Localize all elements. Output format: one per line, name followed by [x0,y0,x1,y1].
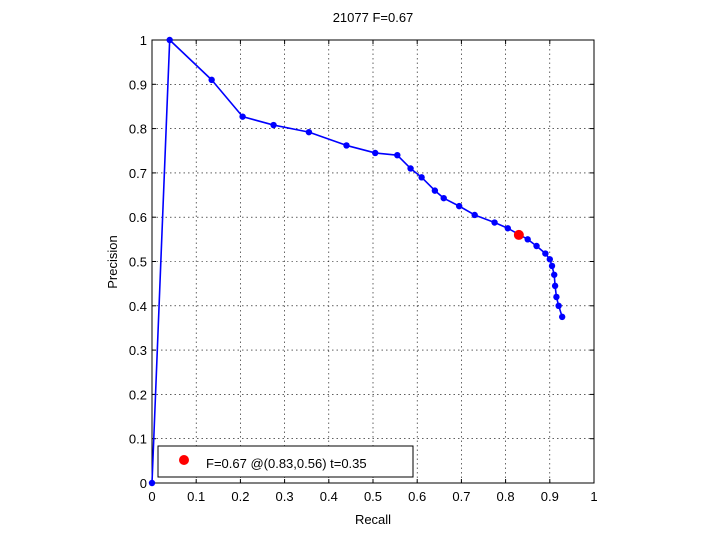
data-point [491,219,498,226]
data-point [546,256,553,263]
x-tick-label: 0.2 [231,489,249,504]
data-point [542,250,549,257]
legend-marker [179,455,189,465]
best-f-point [513,229,524,240]
y-tick-label: 0.6 [129,210,147,225]
data-point [471,211,478,219]
data-point [455,202,463,210]
y-tick-label: 0 [140,476,147,491]
y-tick-label: 0.4 [129,299,147,314]
y-tick-label: 0.3 [129,343,147,358]
data-point [431,187,439,194]
x-tick-label: 0.9 [541,489,559,504]
legend: F=0.67 @(0.83,0.56) t=0.35 [157,445,414,478]
y-tick-label: 0.8 [129,122,147,137]
grid-lines [152,40,594,483]
y-tick-label: 0.7 [129,166,147,181]
data-point [148,479,156,487]
data-point [407,165,414,172]
legend-box [157,445,414,478]
data-point [394,151,401,159]
y-tick-label: 1 [140,33,147,48]
x-tick-label: 0.5 [364,489,382,504]
data-point [548,262,556,270]
data-point [166,36,173,44]
y-tick-label: 0.5 [129,255,147,270]
data-point [558,313,566,321]
data-point [372,149,379,157]
x-tick-label: 0 [148,489,155,504]
x-tick-label: 0.7 [452,489,470,504]
data-point [551,271,558,278]
x-tick-label: 1 [590,489,597,504]
axis-ticks: 0 0.1 0.2 0.3 0.4 0.5 0.6 0.7 0.8 0.9 1 0 0.1 0.2 0.3 0… [129,33,598,504]
data-point [208,76,215,84]
y-tick-label: 0.9 [129,77,147,92]
data-point [524,236,531,243]
data-point [553,293,560,301]
series-layer [148,36,566,487]
x-axis-label: Recall [355,512,391,527]
data-point [305,128,313,136]
x-tick-label: 0.3 [276,489,294,504]
data-point [239,113,246,120]
x-tick-label: 0.6 [408,489,426,504]
y-tick-label: 0.2 [129,387,147,402]
legend-text: F=0.67 @(0.83,0.56) t=0.35 [206,456,367,471]
data-point [343,142,350,149]
data-point [533,242,540,250]
data-point [418,174,425,181]
x-tick-label: 0.4 [320,489,338,504]
x-tick-label: 0.1 [187,489,205,504]
data-point [440,194,447,202]
data-point [504,225,512,232]
chart-title: 21077 F=0.67 [333,10,414,25]
y-tick-label: 0.1 [129,432,147,447]
axes-box [151,39,595,484]
data-point [270,121,277,129]
highlight-layer [513,229,524,240]
data-point [551,282,559,290]
y-axis-label: Precision [105,235,120,288]
data-point [555,302,562,309]
x-tick-label: 0.8 [497,489,515,504]
